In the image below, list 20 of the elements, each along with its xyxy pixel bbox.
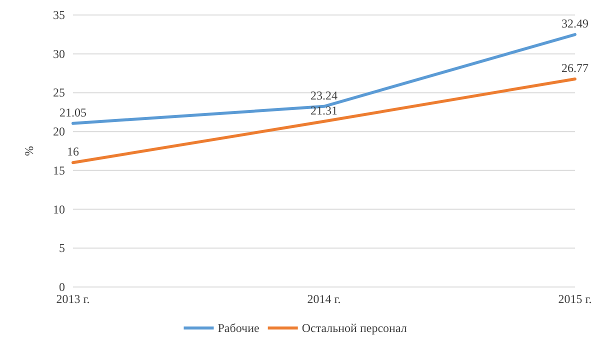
y-tick-label: 15 bbox=[53, 163, 65, 178]
x-tick-label: 2015 г. bbox=[558, 292, 592, 306]
data-label: 21.31 bbox=[310, 103, 338, 118]
legend-label: Остальной персонал bbox=[302, 321, 407, 335]
legend-label: Рабочие bbox=[218, 321, 260, 335]
y-tick-label: 10 bbox=[53, 202, 65, 216]
data-label: 26.77 bbox=[562, 60, 588, 75]
y-tick-label: 0 bbox=[59, 280, 65, 294]
y-tick-label: 5 bbox=[59, 241, 65, 256]
y-tick-label: 25 bbox=[53, 86, 65, 100]
y-tick-label: 35 bbox=[53, 8, 65, 22]
y-tick-label: 30 bbox=[53, 46, 65, 61]
x-tick-label: 2014 г. bbox=[307, 292, 341, 306]
data-label: 21.05 bbox=[60, 105, 86, 120]
y-tick-label: 20 bbox=[53, 124, 65, 139]
data-label: 23.24 bbox=[310, 88, 338, 102]
data-label: 32.49 bbox=[562, 16, 588, 31]
y-axis-title: % bbox=[22, 146, 36, 156]
x-tick-label: 2013 г. bbox=[56, 292, 90, 306]
data-label: 16 bbox=[67, 144, 79, 159]
